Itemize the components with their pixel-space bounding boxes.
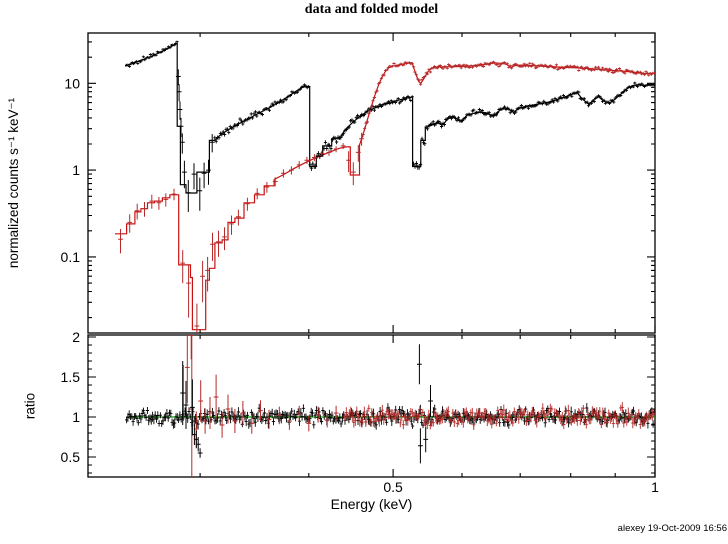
y-tick-label-ratio: 1	[72, 409, 80, 425]
y-tick-label-counts: 10	[64, 75, 80, 91]
data-black-sparse-points	[175, 69, 215, 212]
x-tick-label: 0.5	[383, 479, 403, 495]
y-tick-label-ratio: 1.5	[61, 369, 81, 385]
y-tick-label-counts: 0.1	[61, 249, 81, 265]
x-tick-label: 1	[651, 479, 659, 495]
axis-ticks	[88, 33, 656, 477]
top-panel-frame	[87, 32, 656, 334]
y-tick-label-counts: 1	[72, 162, 80, 178]
data-black-points	[125, 40, 655, 171]
plot-title: data and folded model	[304, 2, 439, 17]
y-tick-label-ratio: 2	[72, 329, 80, 345]
y-tick-label-ratio: 0.5	[61, 449, 81, 465]
data-red-points	[361, 60, 655, 137]
ratio-red-points	[343, 402, 655, 430]
data-red-sparse-points	[118, 132, 364, 333]
ratio-panel-frame	[87, 334, 656, 478]
ratio-black-sparse-points	[180, 344, 433, 464]
timestamp-label: alexey 19-Oct-2009 16:56	[617, 523, 727, 534]
model-red-line	[115, 62, 655, 331]
x-axis-label: Energy (keV)	[330, 496, 413, 512]
